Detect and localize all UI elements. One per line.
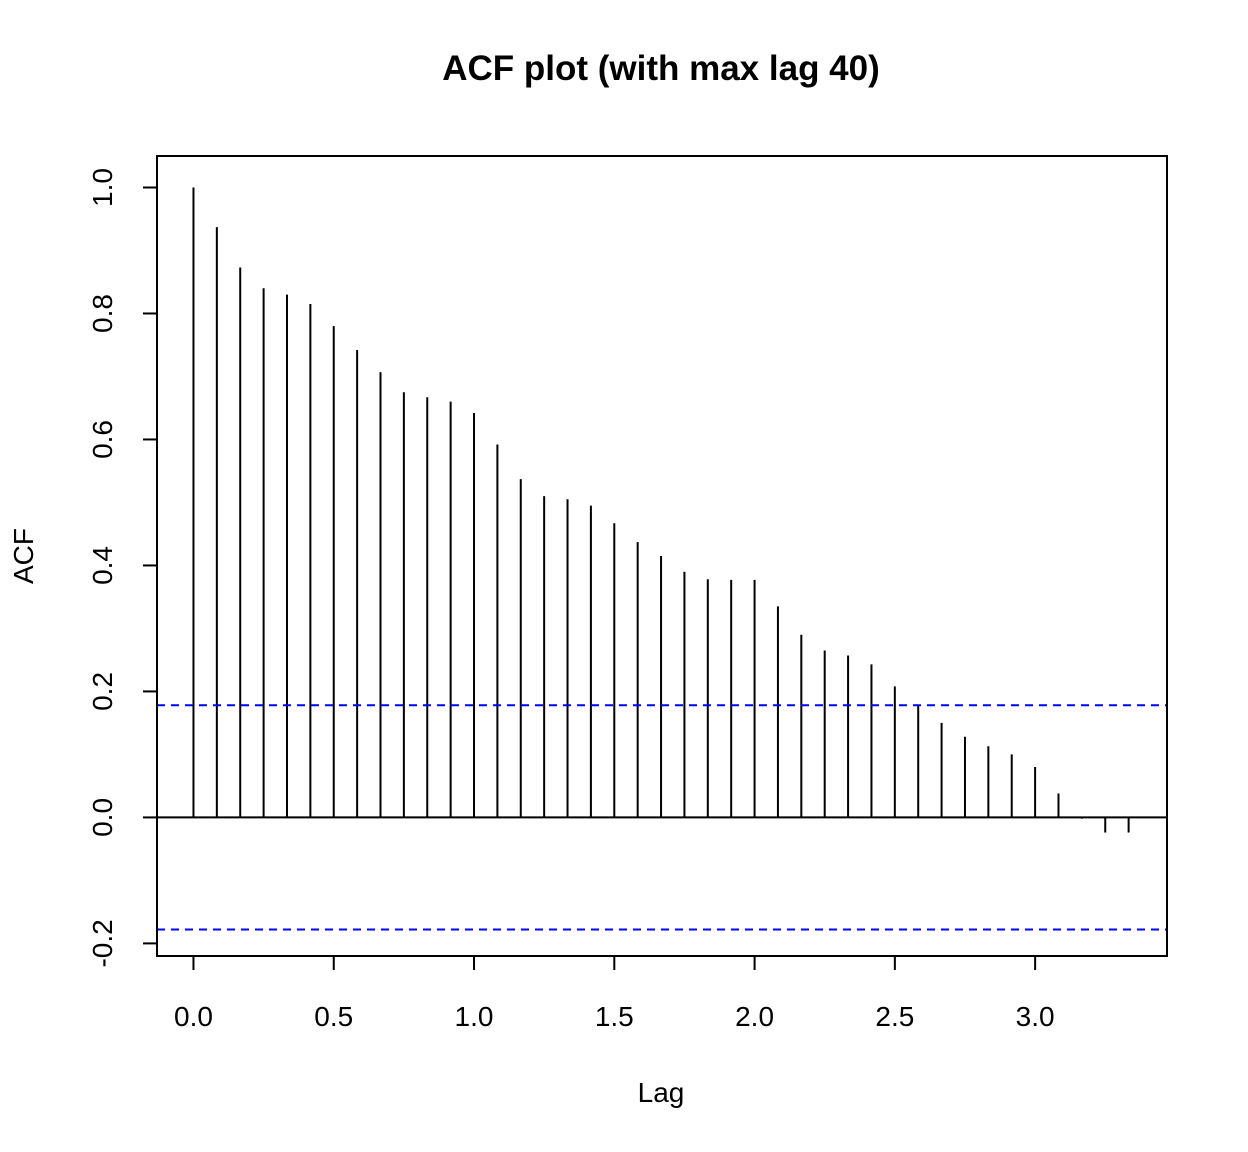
y-tick-label: 0.6 bbox=[87, 420, 118, 459]
x-tick-label: 0.5 bbox=[314, 1001, 353, 1032]
y-tick-label: 0.2 bbox=[87, 672, 118, 711]
x-axis-title: Lag bbox=[638, 1077, 685, 1108]
chart-title: ACF plot (with max lag 40) bbox=[442, 49, 880, 88]
y-tick-label: 1.0 bbox=[87, 168, 118, 207]
reference-lines bbox=[157, 704, 1167, 931]
x-tick-label: 0.0 bbox=[174, 1001, 213, 1032]
y-tick-label: 0.0 bbox=[87, 798, 118, 837]
acf-bars bbox=[192, 187, 1130, 833]
x-tick-label: 3.0 bbox=[1016, 1001, 1055, 1032]
x-tick-label: 1.0 bbox=[455, 1001, 494, 1032]
y-axis: -0.2 0.0 0.2 0.4 0.6 0.8 1.0 bbox=[87, 168, 158, 968]
y-axis-title: ACF bbox=[8, 528, 39, 584]
y-tick-label: -0.2 bbox=[87, 919, 118, 967]
x-tick-label: 2.0 bbox=[735, 1001, 774, 1032]
x-axis: 0.0 0.5 1.0 1.5 2.0 2.5 3.0 bbox=[174, 955, 1055, 1032]
y-tick-label: 0.4 bbox=[87, 546, 118, 585]
x-tick-label: 2.5 bbox=[875, 1001, 914, 1032]
y-tick-label: 0.8 bbox=[87, 294, 118, 333]
x-tick-label: 1.5 bbox=[595, 1001, 634, 1032]
